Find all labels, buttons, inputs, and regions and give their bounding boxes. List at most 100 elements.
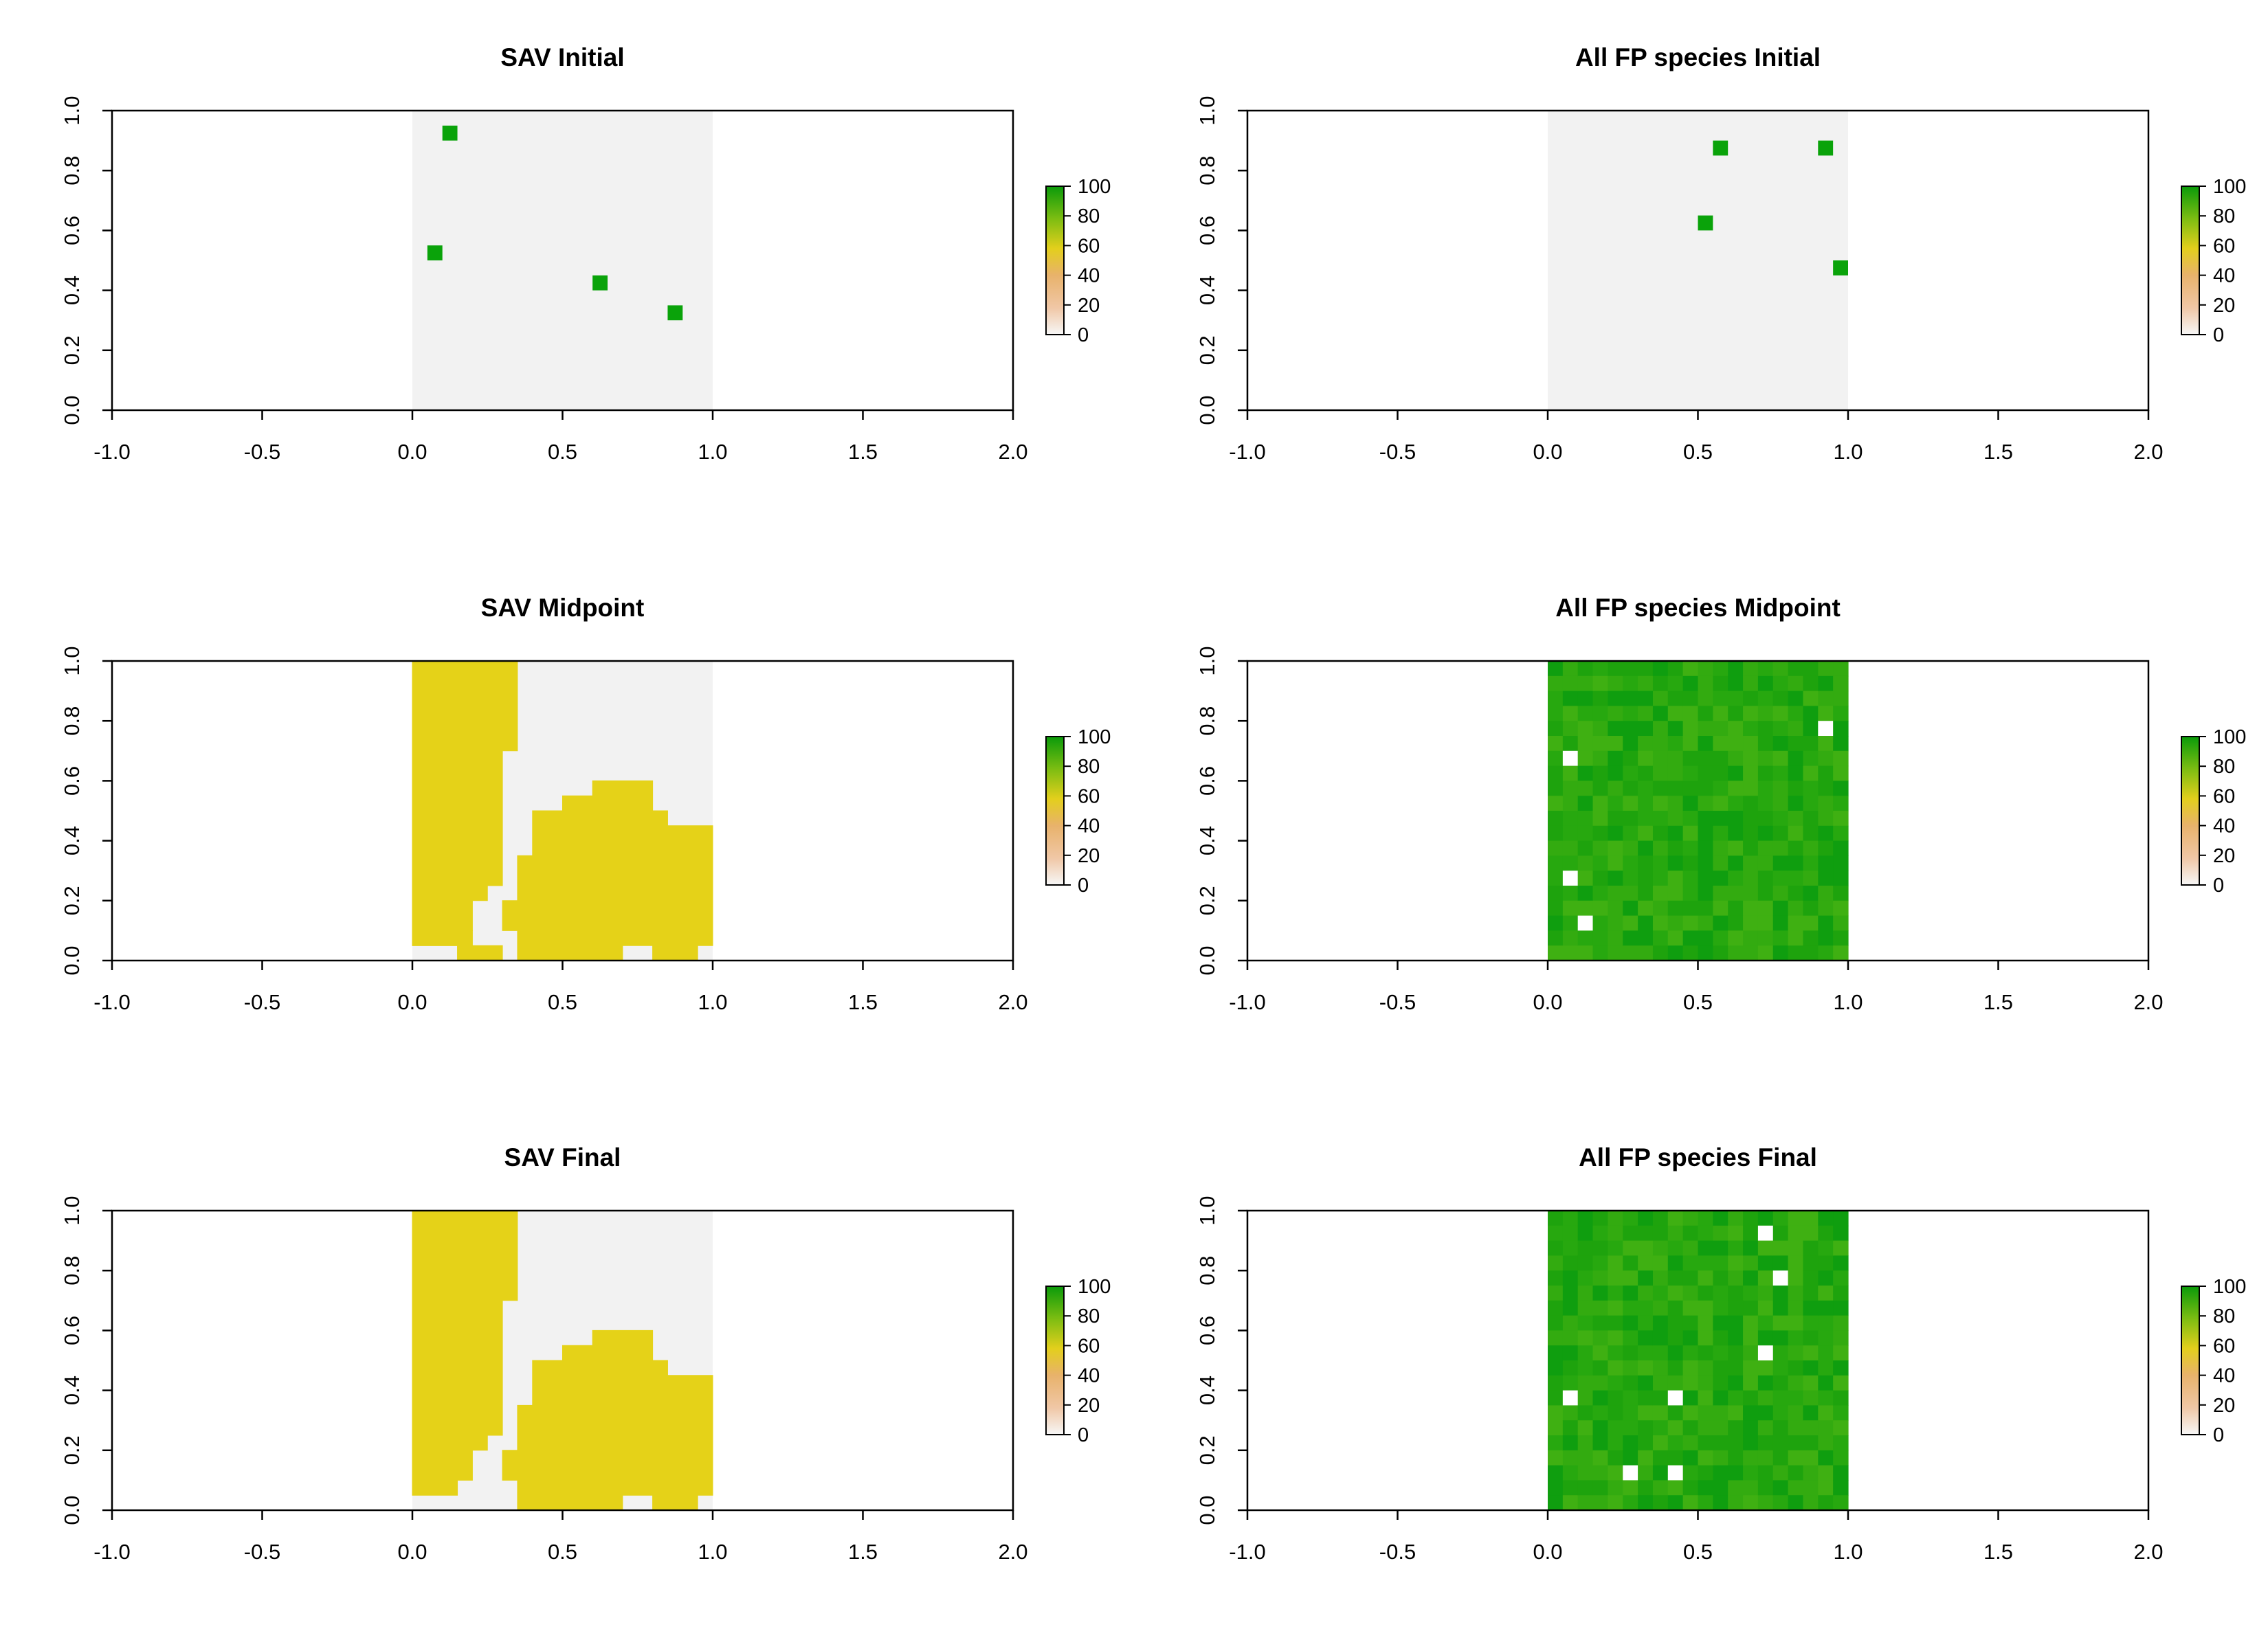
- raster-cell: [1818, 930, 1834, 946]
- raster-cell: [1757, 1270, 1774, 1286]
- raster-cell: [1682, 900, 1699, 917]
- raster-cell: [1833, 1375, 1849, 1391]
- colorbar-frame: [1045, 186, 1065, 335]
- raster-cell: [1562, 1286, 1579, 1301]
- raster-cell: [1592, 1330, 1608, 1346]
- panel-1: SAV Initial -1.0 -0.5 0.0 0.5 1.0 1.5 2.0 0.0 0.2…: [60, 43, 1111, 464]
- raster-cell: [1562, 1360, 1579, 1376]
- raster-cell: [1698, 736, 1713, 752]
- colorbar-frame: [1045, 1286, 1065, 1435]
- raster-cell: [1772, 781, 1789, 796]
- raster-cell: [1728, 1345, 1744, 1361]
- raster-cell: [1608, 1225, 1623, 1242]
- raster-cell: [1743, 661, 1759, 677]
- raster-cell: [1562, 1480, 1579, 1496]
- raster-cell: [1803, 945, 1819, 961]
- raster-cell: [1623, 1435, 1638, 1451]
- raster-cell: [1728, 900, 1744, 917]
- raster-cell: [1682, 781, 1699, 796]
- y-tick-label: 0.2: [60, 335, 84, 365]
- raster-cell: [1623, 781, 1638, 796]
- raster-cell: [1728, 1255, 1744, 1271]
- raster-cell: [1743, 1450, 1759, 1466]
- raster-cell: [1833, 1345, 1849, 1361]
- raster-cell: [1592, 765, 1608, 781]
- raster-cell: [1638, 1240, 1654, 1256]
- raster-cell: [1743, 796, 1759, 811]
- raster-cell: [1772, 1255, 1789, 1271]
- raster-cell: [1743, 1480, 1759, 1496]
- raster-cell: [1713, 840, 1728, 856]
- raster-cell: [1757, 1211, 1774, 1226]
- raster-cell: [1623, 1300, 1638, 1316]
- raster-cell: [1772, 1495, 1789, 1511]
- raster-cell: [1638, 1225, 1654, 1242]
- raster-cell: [1728, 930, 1744, 946]
- y-tick-label: 1.0: [60, 646, 84, 675]
- x-tick-label: -1.0: [1229, 1540, 1265, 1564]
- raster-cell: [1652, 1405, 1669, 1421]
- colorbar-tick-label: 0: [1078, 1424, 1089, 1446]
- raster-cell: [1592, 855, 1608, 871]
- x-tick-label: 1.0: [698, 440, 727, 464]
- raster-cell: [1698, 1211, 1713, 1226]
- raster-cell: [1548, 736, 1564, 752]
- raster-cell: [1548, 886, 1564, 901]
- raster-cell: [1623, 811, 1638, 827]
- raster-cell: [1833, 1270, 1849, 1286]
- raster-cell: [1548, 1435, 1564, 1451]
- raster-cell: [1772, 1360, 1789, 1376]
- raster-cell: [1713, 1240, 1728, 1256]
- raster-cell: [1623, 1375, 1638, 1391]
- raster-cell: [1652, 1211, 1669, 1226]
- raster-cell: [1772, 855, 1789, 871]
- raster-cell: [1833, 811, 1849, 827]
- raster-cell: [1623, 675, 1638, 692]
- raster-cell: [1592, 1405, 1608, 1421]
- raster-cell: [1608, 691, 1623, 706]
- raster-cell: [1698, 840, 1713, 856]
- raster-cell: [1728, 871, 1744, 886]
- raster-cell: [1833, 1211, 1849, 1226]
- raster-cell: [1743, 750, 1759, 767]
- raster-cell: [1548, 1480, 1564, 1496]
- raster-cell: [1652, 1435, 1669, 1451]
- raster-cell: [1682, 886, 1699, 901]
- raster-cell: [1833, 765, 1849, 781]
- raster-cell: [1743, 781, 1759, 796]
- raster-cell: [1772, 1420, 1789, 1436]
- raster-cell: [1592, 661, 1608, 677]
- raster-cell: [1667, 945, 1684, 961]
- raster-cell: [1713, 1405, 1728, 1421]
- raster-cell: [1562, 886, 1579, 901]
- raster-cell: [1608, 736, 1623, 752]
- raster-cell: [1743, 1286, 1759, 1301]
- raster-cell: [1608, 721, 1623, 737]
- raster-cell: [1757, 871, 1774, 886]
- raster-cell: [1608, 1300, 1623, 1316]
- raster-cell: [1818, 1480, 1834, 1496]
- raster-cell: [1667, 1495, 1684, 1511]
- raster-cell: [1788, 1495, 1804, 1511]
- raster-cell: [1608, 661, 1623, 677]
- raster-cell: [1652, 945, 1669, 961]
- raster-cell: [1818, 1255, 1834, 1271]
- raster-cell: [1698, 765, 1713, 781]
- raster-cell: [1592, 1300, 1608, 1316]
- raster-cell: [1713, 765, 1728, 781]
- raster-cell: [1548, 1495, 1564, 1511]
- raster-cell: [1818, 661, 1834, 677]
- raster-cell: [1713, 781, 1728, 796]
- raster-cell: [1623, 721, 1638, 737]
- raster-cell: [1728, 1225, 1744, 1242]
- raster-cell: [1743, 1435, 1759, 1451]
- raster-cell: [1592, 750, 1608, 767]
- raster-cell: [1638, 900, 1654, 917]
- raster-cell: [1772, 661, 1789, 677]
- raster-cell: [1548, 1390, 1564, 1406]
- raster-cell: [1638, 1255, 1654, 1271]
- raster-cell: [1713, 750, 1728, 767]
- raster-cell: [1788, 721, 1804, 737]
- raster-cell: [1667, 1255, 1684, 1271]
